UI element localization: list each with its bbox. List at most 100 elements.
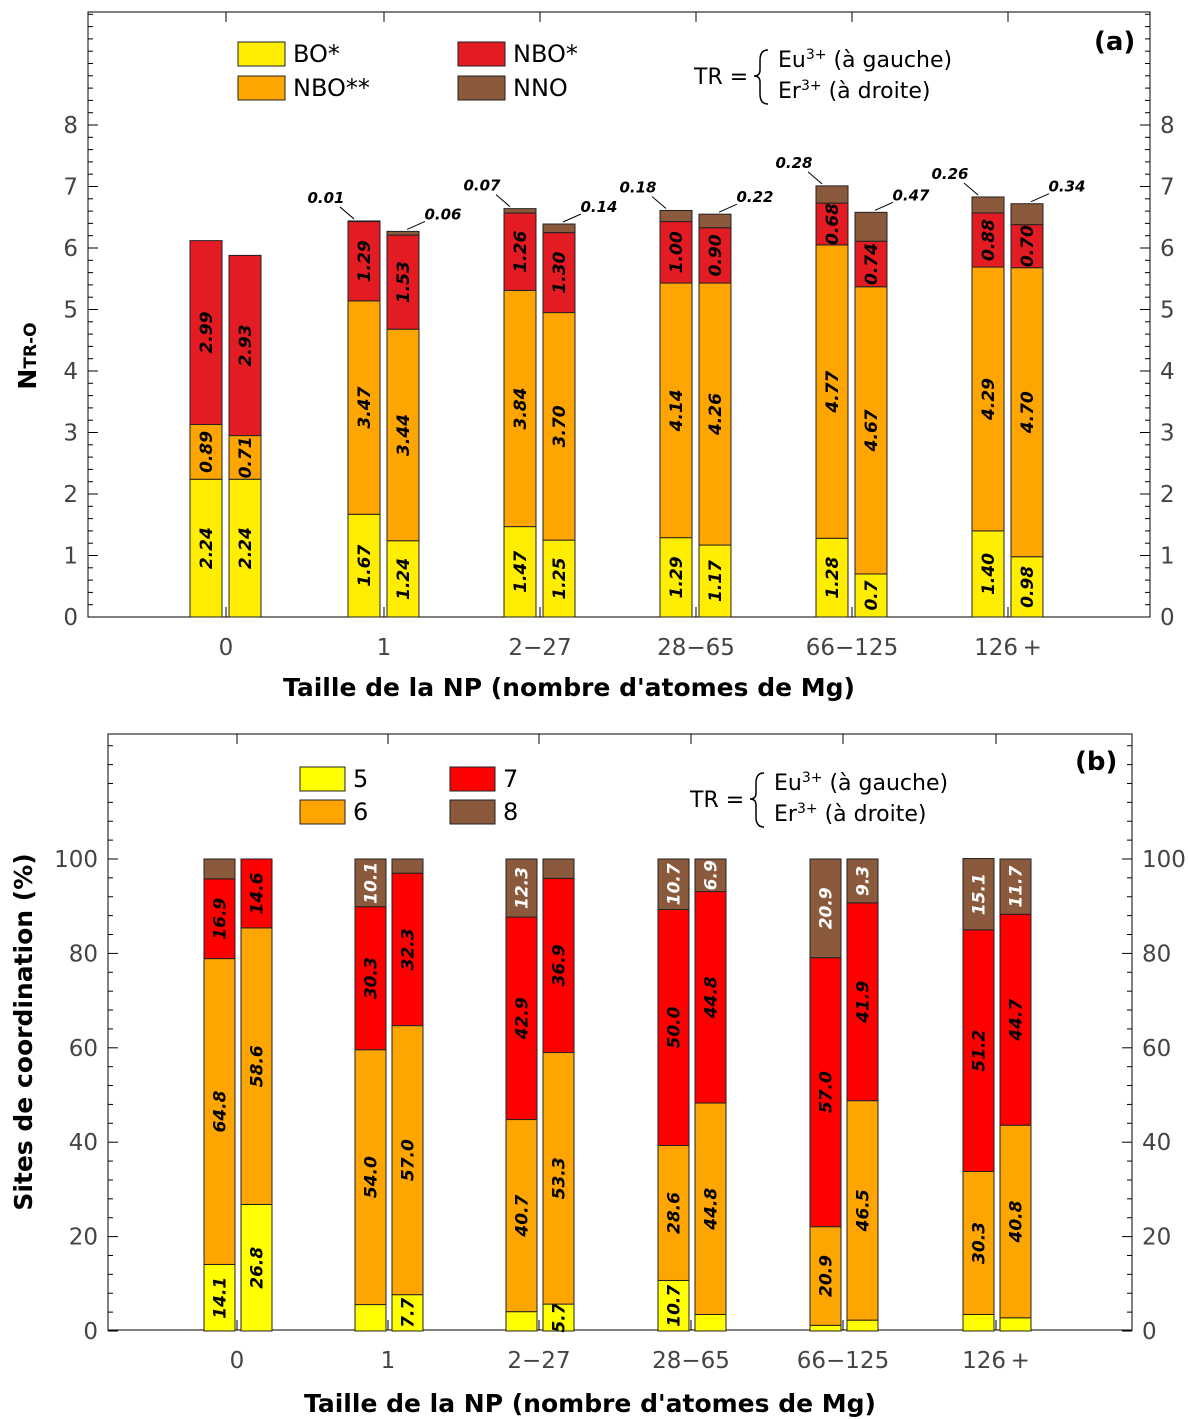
bar-label-right-28-65-6: 44.8 [702, 1188, 722, 1231]
tr-line-2: Er3+ (à droite) [778, 78, 931, 104]
panel-b-legend: 5 7 6 8 [299, 765, 518, 826]
bar-left-28-65-nbo [659, 282, 693, 539]
bar-label-right-2-27-6: 53.3 [550, 1157, 570, 1199]
legend-swatch-bo [237, 41, 286, 67]
panel-a-legend: BO* NBO* NBO** NNO [237, 40, 578, 102]
bar-left-126-nbo [971, 212, 1005, 268]
bar-label-right-1-bo: 1.24 [394, 558, 414, 600]
bar-label-right-1-nbo: 3.44 [394, 414, 414, 456]
bar-label-right-66-125-7: 41.9 [854, 981, 874, 1024]
nno-leader-left-126 [963, 182, 979, 196]
nno-leader-left-1 [339, 206, 355, 220]
bar-right-66-125-nbo [854, 286, 888, 575]
nno-label-left-126: 0.26 [931, 165, 968, 183]
bar-label-left-126-nbo: 4.29 [979, 378, 999, 421]
nno-label-right-66-125: 0.47 [892, 186, 930, 204]
bar-left-66-125-nno [815, 185, 849, 204]
nno-leader-left-2-27 [495, 194, 511, 208]
bar-label-left-28-65-7: 50.0 [665, 1006, 685, 1048]
x-tick-label-1: 1 [377, 635, 392, 661]
nno-leader-right-2-27 [562, 213, 582, 223]
bar-left-28-65-8 [657, 858, 690, 911]
bar-right-2-27-5 [542, 1303, 575, 1332]
bar-left-28-65-nno [659, 209, 693, 223]
tr-charge: 3+ [797, 801, 818, 817]
bar-label-left-2-27-8: 12.3 [513, 867, 533, 909]
y-tick-label-right: 7 [1160, 175, 1175, 201]
panel-b-y-axis-title: Sites de coordination (%) [9, 853, 38, 1210]
bar-label-right-28-65-nbo: 4.26 [706, 393, 726, 436]
legend-label-5: 5 [353, 765, 368, 793]
tr-ion: Eu [774, 771, 802, 796]
bar-label-left-28-65-bo: 1.29 [667, 556, 687, 598]
bar-right-126-7 [999, 913, 1032, 1126]
bar-left-1-5 [354, 1304, 387, 1332]
bar-right-0-nbo [228, 254, 262, 437]
tr-side: (à droite) [822, 79, 931, 104]
panel-b-axes: 0 0 20 20 40 40 60 60 80 80 100 100 0 1 2−27 28−65 66−12… [54, 734, 1186, 1374]
bar-label-left-66-125-8: 20.9 [817, 887, 837, 929]
bar-right-66-125-nbo [854, 240, 888, 288]
bar-label-left-0-nbo: 0.89 [197, 431, 217, 473]
bar-right-126-6 [999, 1124, 1032, 1319]
y-tick-label-left: 5 [63, 298, 78, 324]
bar-label-left-2-27-bo: 1.47 [511, 551, 531, 593]
bar-left-66-125-7 [809, 957, 842, 1228]
bar-label-left-126-6: 30.3 [970, 1222, 990, 1264]
bar-label-left-66-125-bo: 1.28 [823, 557, 843, 599]
bar-label-right-66-125-nbo: 4.67 [862, 409, 882, 452]
tr-line-1: Eu3+ (à gauche) [778, 47, 952, 73]
bar-left-0-8 [203, 858, 236, 880]
panel-a-bars: 2.24 0.89 2.99 1.67 3.47 1.29 1.47 3.84 1.26 1.29… [189, 154, 1086, 618]
bar-right-66-125-5 [846, 1319, 879, 1332]
bar-label-right-126-7: 44.7 [1006, 999, 1026, 1042]
bar-left-2-27-nno [503, 208, 537, 214]
tr-charge: 3+ [801, 78, 822, 94]
bar-left-126-7 [962, 929, 995, 1172]
bar-label-right-2-27-nbo: 3.70 [550, 405, 570, 447]
bar-left-0-5 [203, 1263, 236, 1332]
y-tick-label-left: 40 [69, 1130, 98, 1156]
bar-label-left-0-5: 14.1 [211, 1277, 231, 1319]
bar-label-left-2-27-6: 40.7 [513, 1194, 533, 1237]
bar-right-66-125-bo [854, 573, 888, 618]
bar-right-126-nbo [1010, 224, 1044, 269]
bar-left-28-65-7 [657, 909, 690, 1147]
nno-label-left-1: 0.01 [307, 189, 344, 207]
bar-left-126-nno [971, 196, 1005, 214]
y-tick-label-left: 2 [63, 482, 78, 508]
bar-label-right-126-nbo: 4.70 [1018, 391, 1038, 434]
bar-label-right-2-27-nbo: 1.30 [550, 251, 570, 293]
bar-right-0-7 [240, 858, 273, 929]
bar-right-1-6 [391, 1025, 424, 1296]
legend-label-nbo: NBO* [513, 40, 578, 68]
y-tick-label-left: 100 [54, 847, 98, 873]
bar-right-1-5 [391, 1294, 424, 1332]
y-tick-label-left: 0 [83, 1319, 98, 1345]
bar-label-left-2-27-nbo: 3.84 [511, 388, 531, 430]
tr-prefix: TR = [689, 788, 744, 813]
y-tick-label-left: 20 [69, 1225, 98, 1251]
bar-label-right-2-27-5: 5.7 [550, 1302, 570, 1332]
nno-label-right-1: 0.06 [424, 205, 461, 223]
bar-label-right-1-6: 57.0 [399, 1139, 419, 1181]
bar-label-right-126-bo: 0.98 [1018, 566, 1038, 608]
bar-right-66-125-nno [854, 211, 888, 242]
tr-side: (à droite) [818, 802, 927, 827]
bar-label-right-126-8: 11.7 [1007, 865, 1027, 907]
bar-label-right-1-nbo: 1.53 [394, 261, 414, 303]
bar-left-126-8 [962, 858, 995, 931]
tr-charge: 3+ [806, 47, 827, 63]
bar-left-66-125-nbo [815, 202, 849, 246]
tr-line-1: Eu3+ (à gauche) [774, 770, 948, 796]
y-tick-label-right: 80 [1142, 941, 1171, 967]
bar-left-28-65-nbo [659, 221, 693, 284]
x-tick-label-28-65: 28−65 [652, 1348, 730, 1374]
bar-label-right-28-65-bo: 1.17 [706, 560, 726, 602]
legend-label-7: 7 [503, 765, 518, 793]
x-tick-label-0: 0 [219, 635, 234, 661]
bar-label-right-28-65-8: 6.9 [702, 860, 722, 890]
bar-right-0-5 [240, 1204, 273, 1332]
panel-a-axes: 0 0 1 1 2 2 3 3 4 4 5 5 6 6 7 7 8 8 0 1 2−27 28−65 66−125 126 + [63, 12, 1175, 661]
bar-label-right-0-6: 58.6 [248, 1045, 268, 1087]
